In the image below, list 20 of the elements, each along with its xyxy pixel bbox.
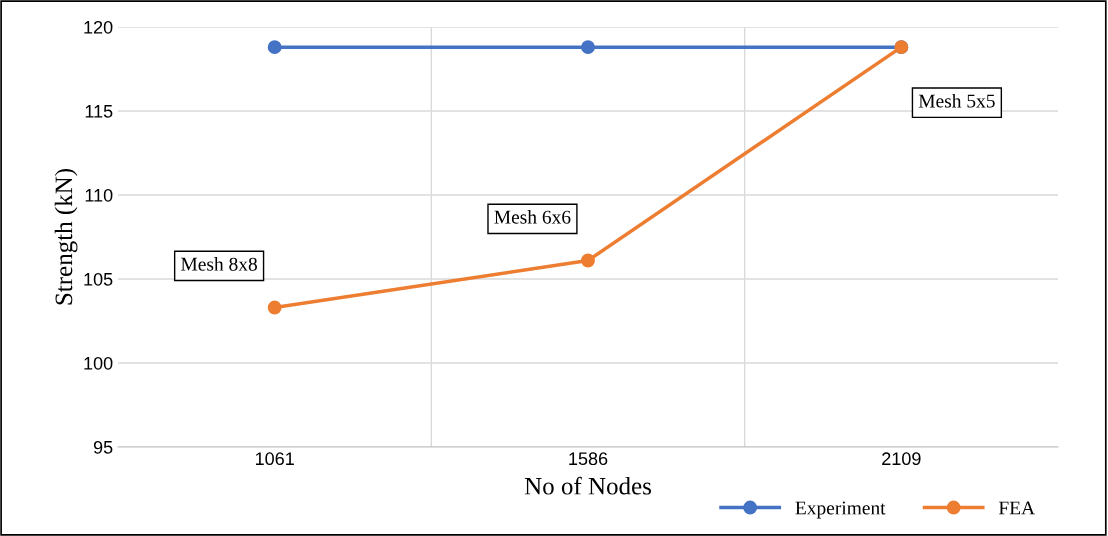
y-tick-label: 105 bbox=[84, 272, 113, 286]
legend-label: FEA bbox=[998, 501, 1035, 515]
point bbox=[581, 40, 595, 55]
annotation: Mesh 8x8 bbox=[181, 257, 257, 271]
x-axis-title: No of Nodes bbox=[524, 476, 651, 495]
y-tick-label: 115 bbox=[85, 105, 113, 118]
y-tick-label: 110 bbox=[85, 188, 113, 202]
annotation: Mesh 6x6 bbox=[494, 210, 571, 224]
legend-label: Experiment bbox=[795, 501, 886, 519]
annotation: Mesh 5x5 bbox=[918, 93, 995, 108]
y-tick-label: 120 bbox=[84, 20, 113, 34]
x-tick-label: 1061 bbox=[255, 452, 294, 466]
point bbox=[581, 253, 595, 268]
y-tick-label: 100 bbox=[84, 356, 113, 370]
point bbox=[267, 300, 282, 315]
y-axis-title: Strength (kN) bbox=[54, 169, 78, 305]
x-tick-label: 1586 bbox=[569, 452, 608, 466]
x-tick-label: 2109 bbox=[882, 452, 921, 466]
y-tick-label: 95 bbox=[93, 440, 113, 454]
point bbox=[267, 40, 282, 55]
